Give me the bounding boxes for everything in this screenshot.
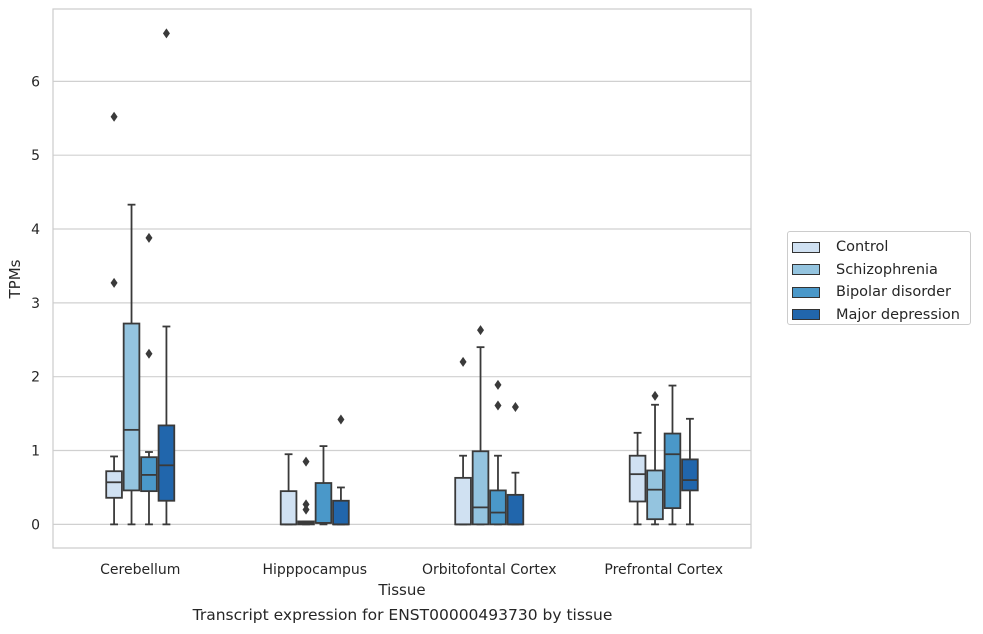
y-axis-label: TPMs	[6, 259, 24, 299]
box-bipolar-disorder	[489, 379, 507, 526]
box-control	[454, 356, 472, 526]
box-iqr	[628, 454, 647, 503]
box-bipolar-disorder	[314, 445, 333, 526]
box-iqr	[471, 450, 490, 526]
x-tick-label: Orbitofontal Cortex	[422, 562, 557, 578]
legend-item: Schizophrenia	[792, 259, 970, 282]
box-iqr	[646, 469, 664, 521]
y-tick-label: 4	[31, 222, 40, 238]
x-tick-label: Cerebellum	[100, 562, 180, 578]
outlier-point	[110, 111, 118, 122]
x-tick-label: Hipppocampus	[262, 562, 367, 578]
x-axis-label: Tissue	[377, 581, 425, 599]
box-major-depression	[332, 414, 350, 526]
box-schizophrenia	[471, 325, 490, 526]
legend-swatch	[792, 286, 820, 298]
box-iqr	[454, 476, 472, 526]
legend-item: Bipolar disorder	[792, 281, 970, 304]
outlier-point	[302, 499, 310, 510]
box-iqr	[122, 322, 141, 492]
outlier-point	[162, 28, 170, 39]
outlier-point	[110, 277, 118, 288]
box-control	[279, 453, 298, 526]
legend-item: Control	[792, 236, 970, 259]
outlier-point	[302, 504, 310, 515]
box-major-depression	[681, 417, 699, 526]
box-schizophrenia	[122, 203, 141, 526]
y-tick-label: 6	[31, 74, 40, 90]
box-iqr	[506, 493, 525, 526]
box-iqr	[105, 470, 123, 499]
box-major-depression	[157, 28, 176, 526]
box-iqr	[314, 482, 333, 524]
box-bipolar-disorder	[663, 384, 682, 526]
plot-area-frame	[52, 8, 752, 549]
x-tick-label: Prefrontal Cortex	[604, 562, 723, 578]
legend-label: Major depression	[836, 306, 960, 323]
outlier-point	[302, 456, 310, 467]
legend-label: Control	[836, 239, 889, 256]
outlier-point	[477, 325, 485, 336]
outlier-point	[145, 348, 153, 359]
box-iqr	[279, 490, 298, 526]
outlier-point	[651, 390, 659, 401]
box-iqr	[489, 489, 507, 526]
legend-label: Schizophrenia	[836, 261, 938, 278]
legend-swatch	[792, 264, 820, 276]
box-control	[628, 431, 647, 526]
legend-label: Bipolar disorder	[836, 284, 951, 301]
box-bipolar-disorder	[140, 232, 158, 526]
outlier-point	[337, 414, 345, 425]
boxes	[105, 28, 699, 526]
y-tick-label: 5	[31, 148, 40, 164]
outlier-point	[145, 232, 153, 243]
y-tick-label: 3	[31, 296, 40, 312]
legend-item: Major depression	[792, 304, 970, 327]
outlier-point	[459, 356, 467, 367]
box-schizophrenia	[646, 390, 664, 526]
y-tick-label: 1	[31, 444, 40, 460]
box-iqr	[681, 458, 699, 492]
x-tick-labels: Cerebellum Hipppocampus Orbitofontal Corte…	[100, 562, 723, 578]
box-iqr	[332, 499, 350, 526]
box-iqr	[157, 424, 176, 502]
outlier-point	[511, 401, 519, 412]
box-control	[105, 111, 123, 526]
legend-swatch	[792, 309, 820, 321]
box-schizophrenia	[297, 456, 315, 526]
outlier-point	[494, 379, 502, 390]
box-iqr	[663, 432, 682, 510]
legend: Control Schizophrenia Bipolar disorder Majo…	[787, 231, 971, 325]
figure-caption: Transcript expression for ENST0000049373…	[192, 606, 613, 624]
legend-swatch	[792, 241, 820, 253]
y-tick-labels: 0 1 2 3 4 5 6	[31, 74, 40, 533]
y-tick-label: 0	[31, 517, 40, 533]
box-major-depression	[506, 401, 525, 526]
y-tick-label: 2	[31, 370, 40, 386]
outlier-point	[494, 400, 502, 411]
